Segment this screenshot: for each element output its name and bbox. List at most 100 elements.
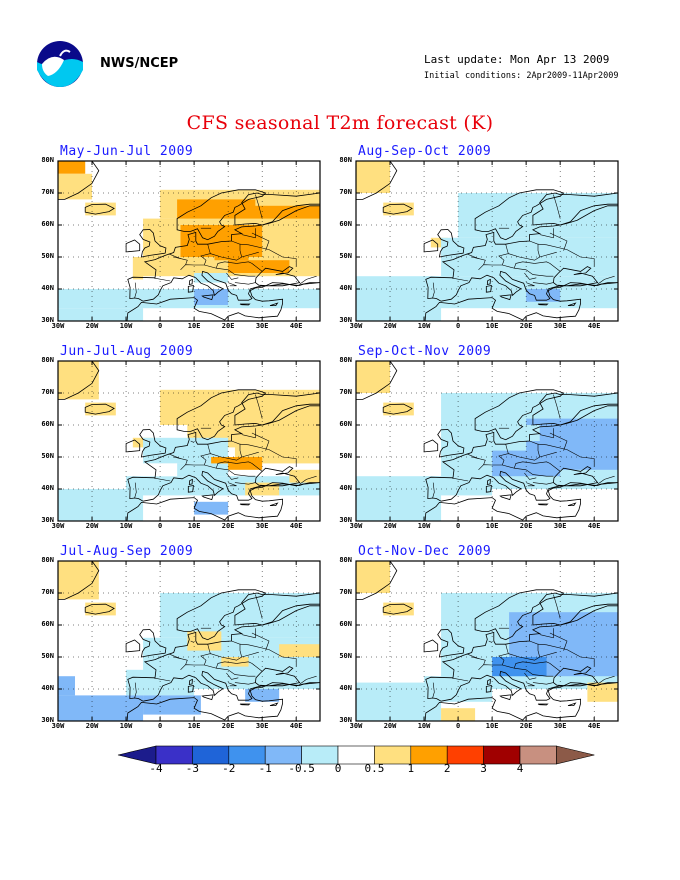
lon-label: 0	[157, 722, 163, 730]
forecast-map	[57, 160, 321, 322]
coastline	[125, 439, 141, 453]
forecast-map	[355, 560, 619, 722]
anomaly-cell	[424, 276, 618, 309]
anomaly-cell	[441, 237, 618, 277]
country-border	[299, 275, 317, 285]
country-border	[502, 461, 535, 469]
coastline	[84, 603, 115, 615]
country-border	[537, 643, 595, 667]
country-border	[239, 443, 297, 467]
anomaly-cell	[356, 561, 391, 593]
coastline	[139, 429, 167, 458]
country-border	[251, 232, 270, 251]
coastline	[437, 629, 465, 658]
lat-label: 60N	[339, 620, 352, 628]
country-border	[255, 594, 263, 619]
panel-title: Aug-Sep-Oct 2009	[358, 144, 492, 159]
coastline	[269, 502, 279, 506]
country-border	[200, 440, 243, 466]
lat-label: 50N	[339, 452, 352, 460]
country-border	[524, 672, 537, 680]
lon-label: 0	[455, 522, 461, 530]
anomaly-cell	[143, 463, 178, 477]
country-border	[190, 440, 195, 443]
anomaly-cell	[577, 193, 618, 206]
lon-label: 30E	[255, 322, 269, 330]
country-border	[241, 251, 259, 258]
country-border	[549, 632, 568, 651]
lat-label: 70N	[339, 388, 352, 396]
coastline	[187, 485, 194, 493]
lon-label: 10W	[417, 722, 431, 730]
lat-label: 70N	[41, 188, 54, 196]
coastline	[423, 439, 439, 453]
country-border	[432, 682, 435, 699]
country-border	[432, 282, 435, 299]
country-border	[134, 682, 137, 699]
country-border	[239, 643, 297, 667]
lat-label: 30N	[41, 716, 54, 724]
lon-label: 20W	[383, 722, 397, 730]
anomaly-cell	[143, 695, 201, 715]
coastline	[127, 205, 320, 302]
country-border	[207, 644, 211, 654]
coastline	[485, 685, 492, 693]
lon-label: 40E	[587, 522, 601, 530]
country-border	[524, 272, 537, 280]
country-border	[466, 253, 486, 265]
country-border	[451, 277, 469, 282]
colorbar-label: -2	[222, 762, 236, 775]
country-border	[505, 244, 509, 254]
country-border	[471, 656, 479, 659]
coastline	[58, 482, 320, 521]
coastline	[125, 639, 141, 653]
country-border	[539, 651, 557, 658]
anomaly-cell	[430, 237, 448, 248]
initial-conditions-text: Initial conditions: 2Apr2009-11Apr2009	[424, 71, 619, 81]
country-border	[498, 440, 541, 466]
country-border	[226, 672, 239, 680]
colorbar-label: 0	[334, 762, 342, 775]
lat-label: 40N	[339, 484, 352, 492]
lat-label: 40N	[41, 484, 54, 492]
country-border	[216, 467, 256, 477]
country-border	[241, 651, 259, 658]
country-border	[451, 477, 469, 482]
lon-label: 10W	[119, 322, 133, 330]
lat-label: 80N	[41, 556, 54, 564]
colorbar-label: 2	[443, 762, 451, 775]
lat-label: 60N	[41, 420, 54, 428]
anomaly-cell	[245, 689, 280, 702]
country-border	[502, 261, 535, 269]
country-border	[234, 682, 256, 685]
country-border	[255, 194, 263, 219]
country-border	[539, 428, 554, 439]
map-frame	[57, 560, 321, 722]
coastline	[58, 361, 100, 400]
country-border	[236, 261, 263, 272]
country-border	[525, 482, 535, 487]
coastline	[139, 629, 167, 658]
panel-title: Sep-Oct-Nov 2009	[358, 344, 492, 359]
country-border	[534, 661, 561, 672]
coastline	[125, 239, 141, 253]
country-border	[488, 440, 493, 443]
country-border	[251, 432, 270, 451]
country-border	[432, 482, 435, 499]
lat-label: 80N	[41, 156, 54, 164]
lon-label: 30E	[255, 522, 269, 530]
lat-label: 60N	[41, 220, 54, 228]
lon-label: 20W	[383, 322, 397, 330]
lon-label: 20W	[85, 322, 99, 330]
forecast-map	[355, 160, 619, 322]
anomaly-cell	[587, 682, 618, 702]
anomaly-cell	[492, 657, 547, 677]
coastline	[486, 478, 491, 486]
colorbar-label: 0.5	[364, 762, 385, 775]
forecast-title: CFS seasonal T2m forecast (K)	[186, 112, 494, 134]
country-border	[173, 656, 181, 659]
lon-label: 10E	[485, 522, 499, 530]
anomaly-cell	[356, 161, 391, 193]
coastline	[188, 678, 193, 686]
country-border	[471, 456, 479, 459]
